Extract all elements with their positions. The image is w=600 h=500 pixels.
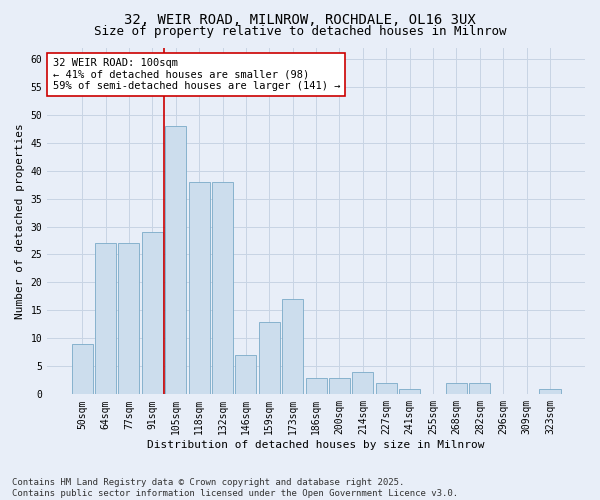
Bar <box>235 355 256 395</box>
Bar <box>329 378 350 394</box>
Bar <box>352 372 373 394</box>
Bar <box>165 126 186 394</box>
Bar <box>118 244 139 394</box>
Bar <box>212 182 233 394</box>
Bar <box>539 388 560 394</box>
Text: 32, WEIR ROAD, MILNROW, ROCHDALE, OL16 3UX: 32, WEIR ROAD, MILNROW, ROCHDALE, OL16 3… <box>124 12 476 26</box>
Bar <box>376 383 397 394</box>
Bar <box>305 378 326 394</box>
Bar <box>142 232 163 394</box>
Bar <box>399 388 420 394</box>
Bar <box>446 383 467 394</box>
X-axis label: Distribution of detached houses by size in Milnrow: Distribution of detached houses by size … <box>148 440 485 450</box>
Text: 32 WEIR ROAD: 100sqm
← 41% of detached houses are smaller (98)
59% of semi-detac: 32 WEIR ROAD: 100sqm ← 41% of detached h… <box>53 58 340 91</box>
Text: Size of property relative to detached houses in Milnrow: Size of property relative to detached ho… <box>94 25 506 38</box>
Bar <box>259 322 280 394</box>
Bar <box>469 383 490 394</box>
Bar <box>71 344 92 395</box>
Text: Contains HM Land Registry data © Crown copyright and database right 2025.
Contai: Contains HM Land Registry data © Crown c… <box>12 478 458 498</box>
Y-axis label: Number of detached properties: Number of detached properties <box>15 123 25 319</box>
Bar <box>188 182 209 394</box>
Bar <box>282 299 303 394</box>
Bar <box>95 244 116 394</box>
